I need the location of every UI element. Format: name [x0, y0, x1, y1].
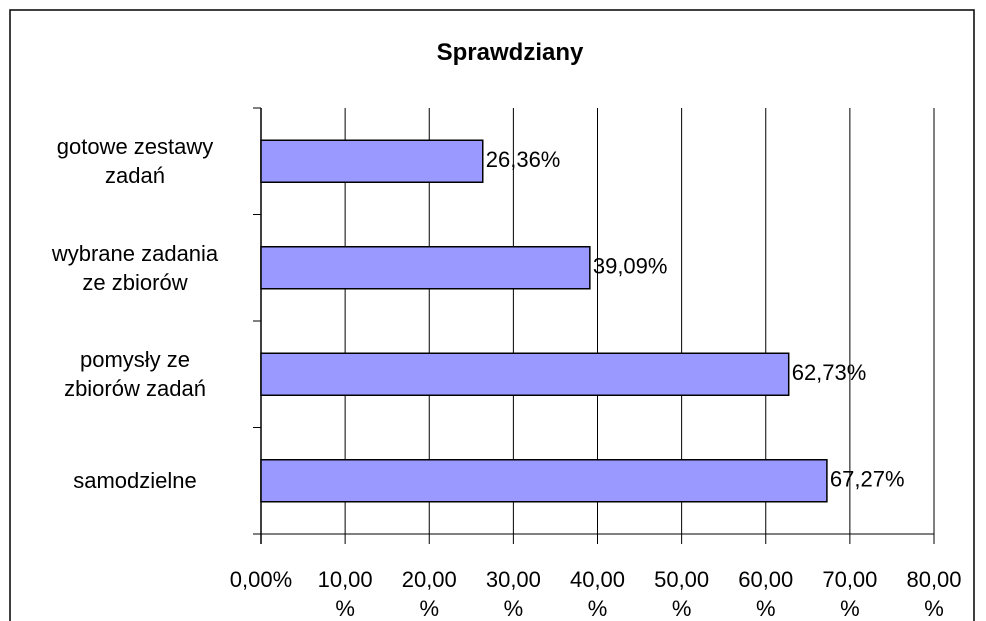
chart-title: Sprawdziany: [436, 39, 584, 66]
value-label: 67,27%: [830, 467, 905, 492]
y-tick-label: pomysły ze zbiorów zadań: [64, 347, 206, 402]
x-tick-label: 40,00 %: [569, 567, 626, 621]
bar: [260, 246, 591, 290]
x-tick-label: 30,00 %: [485, 567, 541, 621]
y-tick-label: gotowe zestawy zadań: [56, 134, 214, 189]
x-tick-label: 60,00 %: [738, 567, 794, 621]
bar: [260, 352, 790, 396]
x-tick-label: 50,00 %: [654, 567, 710, 621]
y-tick-label: samodzielne: [73, 468, 197, 494]
x-tick-label: 80,00 %: [906, 567, 962, 621]
bar: [260, 459, 828, 503]
value-label: 62,73%: [792, 360, 867, 385]
bar: [260, 139, 484, 183]
x-tick-label: 20,00 %: [401, 567, 457, 621]
x-tick-label: 10,00 %: [317, 567, 373, 621]
x-tick-label: 0,00%: [229, 567, 293, 592]
y-tick-label: wybrane zadania ze zbiorów: [51, 240, 219, 295]
value-label: 26,36%: [486, 147, 561, 172]
value-label: 39,09%: [593, 254, 668, 279]
chart-border: [9, 9, 975, 621]
x-tick-label: 70,00 %: [822, 567, 878, 621]
